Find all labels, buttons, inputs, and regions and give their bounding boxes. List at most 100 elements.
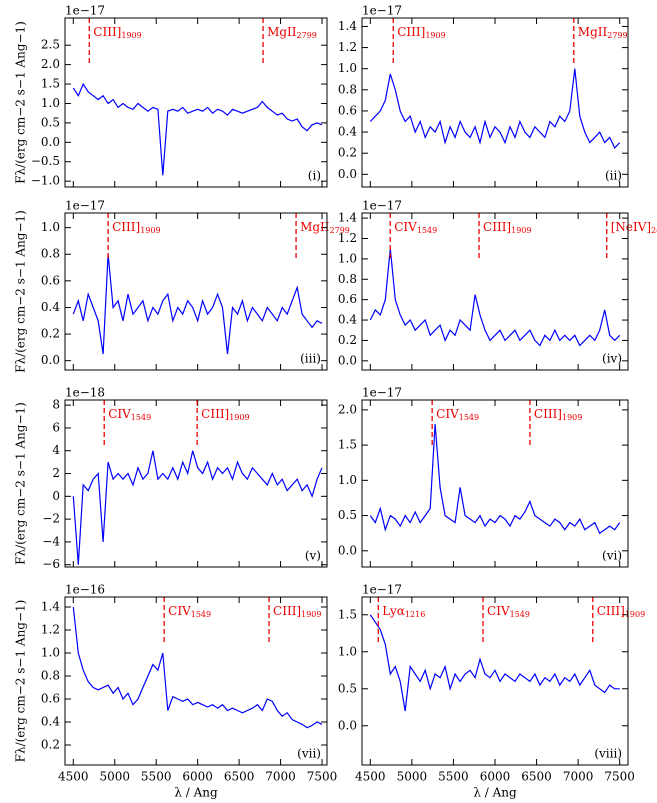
x-tick-label: 7500	[307, 770, 338, 784]
y-tick-label: 0.8	[41, 247, 60, 261]
panel-label: (iv)	[602, 352, 622, 366]
y-tick-label: 1.0	[41, 220, 60, 234]
annotation-label: CIII]1909	[201, 407, 249, 423]
annotation-text: CIII]	[483, 220, 511, 234]
offset-text: 1e−17	[362, 386, 402, 400]
spectrum-line	[72, 606, 323, 729]
axes-frame	[64, 399, 328, 568]
annotation-label: CIII]1909	[397, 25, 445, 41]
panel: 0.0 0.2 0.4 0.6 0.8 1.0 1.2 1.4 1e−17 CIII]1909 Mg…	[338, 4, 629, 188]
annotation-sub: 1549	[191, 610, 211, 619]
annotation-sub: 1909	[140, 226, 160, 235]
y-tick-label: −4	[42, 534, 60, 548]
y-tick-label: 1.0	[338, 473, 357, 487]
y-tick-label: 0.0	[338, 353, 357, 367]
offset-text: 1e−18	[65, 386, 105, 400]
y-tick-label: 0.0	[338, 167, 357, 181]
annotation-text: CIII]	[273, 604, 301, 618]
y-tick-label: 1.2	[338, 231, 357, 245]
panel: 0.0 0.5 1.0 1.5 2.0 1e−17 CIV1549 CIII]1909 (vi)	[338, 386, 629, 568]
y-tick-label: 0.0	[41, 353, 60, 367]
y-tick-label: 0.6	[41, 273, 60, 287]
y-tick-label: 0.0	[338, 718, 357, 732]
panel-label: (iii)	[300, 352, 321, 366]
y-axis-label: Fλ/(erg cm−2 s−1 Ang−1)	[14, 210, 28, 373]
annotation-text: CIII]	[397, 25, 425, 39]
annotation-label: CIV1549	[436, 407, 479, 423]
annotation-text: [NeIV]	[611, 220, 651, 234]
offset-text: 1e−17	[65, 4, 105, 18]
y-tick-label: 2	[52, 466, 60, 480]
x-axis-label: λ / Ang	[174, 786, 218, 800]
axes-frame	[361, 212, 629, 371]
y-tick-label: 0.8	[338, 272, 357, 286]
spectrum-line	[369, 614, 620, 712]
annotation-sub: 1909	[425, 31, 445, 40]
annotation-label: CIII]1909	[93, 25, 141, 41]
y-tick-label: 0	[52, 489, 60, 503]
annotation-text: CIV	[394, 220, 417, 234]
y-tick-label: 1.0	[338, 61, 357, 75]
axes-frame	[64, 17, 328, 188]
panel: 0.0 0.2 0.4 0.6 0.8 1.0 1.2 1.4 1e−17 CIV1549 CIII…	[338, 199, 657, 371]
axes-frame	[361, 17, 629, 188]
x-tick-label: 7500	[604, 770, 635, 784]
y-tick-label: 0.6	[41, 691, 60, 705]
x-tick-label: 7000	[265, 770, 296, 784]
y-tick-label: 0.8	[41, 668, 60, 682]
annotation-label: MgII2799	[578, 25, 628, 41]
y-tick-label: 1.0	[41, 646, 60, 660]
y-tick-label: 2.5	[41, 38, 60, 52]
annotation-label: CIII]1909	[112, 220, 160, 236]
axes-frame	[361, 399, 629, 568]
panel-label: (vii)	[297, 747, 321, 761]
annotation-text: CIII]	[534, 407, 562, 421]
x-tick-label: 5500	[438, 770, 469, 784]
annotation-text: CIV	[168, 604, 191, 618]
y-tick-label: 8	[52, 398, 60, 412]
annotation-label: CIV1549	[168, 604, 211, 620]
annotation-label: CIV1549	[487, 604, 530, 620]
panel-label: (ii)	[605, 169, 622, 183]
axes-frame	[64, 212, 328, 371]
offset-text: 1e−17	[65, 199, 105, 213]
y-tick-label: 0.0	[41, 135, 60, 149]
annotation-sub: 2799	[330, 226, 350, 235]
y-tick-label: 1.4	[338, 211, 357, 225]
y-tick-label: 1.0	[41, 96, 60, 110]
y-tick-label: 1.5	[41, 77, 60, 91]
y-tick-label: −2	[42, 512, 60, 526]
x-tick-label: 6000	[182, 770, 213, 784]
annotation-sub: 1909	[301, 610, 321, 619]
panel-label: (i)	[308, 169, 321, 183]
offset-text: 1e−16	[65, 583, 105, 597]
axes-frame	[361, 596, 629, 766]
annotation-sub: 1549	[131, 413, 151, 422]
annotation-label: CIII]1909	[273, 604, 321, 620]
y-tick-label: 4	[52, 443, 60, 457]
x-tick-label: 6000	[480, 770, 511, 784]
y-tick-label: −6	[42, 557, 60, 571]
annotation-text: CIV	[108, 407, 131, 421]
y-axis-label: Fλ/(erg cm−2 s−1 Ang−1)	[14, 402, 28, 565]
annotation-text: MgII	[300, 220, 330, 234]
panel-label: (v)	[305, 549, 321, 563]
annotation-text: MgII	[267, 25, 297, 39]
annotation-sub: 1909	[121, 31, 141, 40]
annotation-sub: 1549	[459, 413, 479, 422]
annotation-text: MgII	[578, 25, 608, 39]
y-tick-label: 1.4	[338, 19, 357, 33]
spectrum-line	[72, 450, 323, 565]
y-tick-label: 0.5	[338, 681, 357, 695]
annotation-sub: 1549	[417, 226, 437, 235]
annotation-label: MgII2799	[267, 25, 317, 41]
y-tick-label: 0.0	[338, 543, 357, 557]
spectrum-line	[369, 248, 621, 347]
y-tick-label: 1.0	[338, 644, 357, 658]
annotation-label: [NeIV]2424	[611, 220, 657, 236]
y-axis-label: Fλ/(erg cm−2 s−1 Ang−1)	[14, 21, 28, 184]
annotation-label: CIV1549	[108, 407, 151, 423]
annotation-text: CIV	[436, 407, 459, 421]
